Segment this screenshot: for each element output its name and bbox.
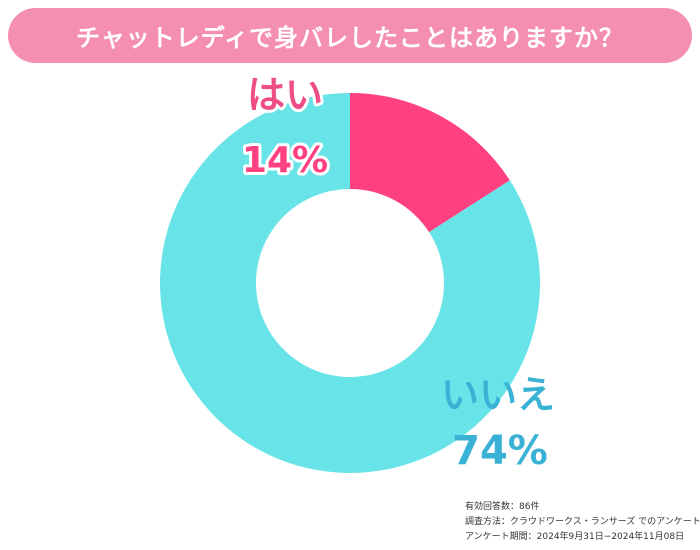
survey-method: 調査方法：クラウドワークス・ランサーズ でのアンケート xyxy=(465,517,700,527)
respondents-count: 有効回答数：86件 xyxy=(465,502,540,512)
slice-label-yes: はい xyxy=(247,73,323,117)
survey-period: アンケート期間：2024年9月31日−2024年11月08日 xyxy=(465,532,685,542)
slice-yes xyxy=(350,93,510,233)
slice-no xyxy=(160,92,540,473)
title-banner: チャットレディで身バレしたことはありますか？ xyxy=(8,8,692,63)
chart-title: チャットレディで身バレしたことはありますか？ xyxy=(75,24,625,52)
value-label-yes: 14% xyxy=(242,140,328,181)
survey-footer: 有効回答数：86件 調査方法：クラウドワークス・ランサーズ でのアンケート アン… xyxy=(465,500,700,545)
value-label-no: 74% xyxy=(452,428,548,474)
slice-label-no: いいえ xyxy=(441,373,555,417)
